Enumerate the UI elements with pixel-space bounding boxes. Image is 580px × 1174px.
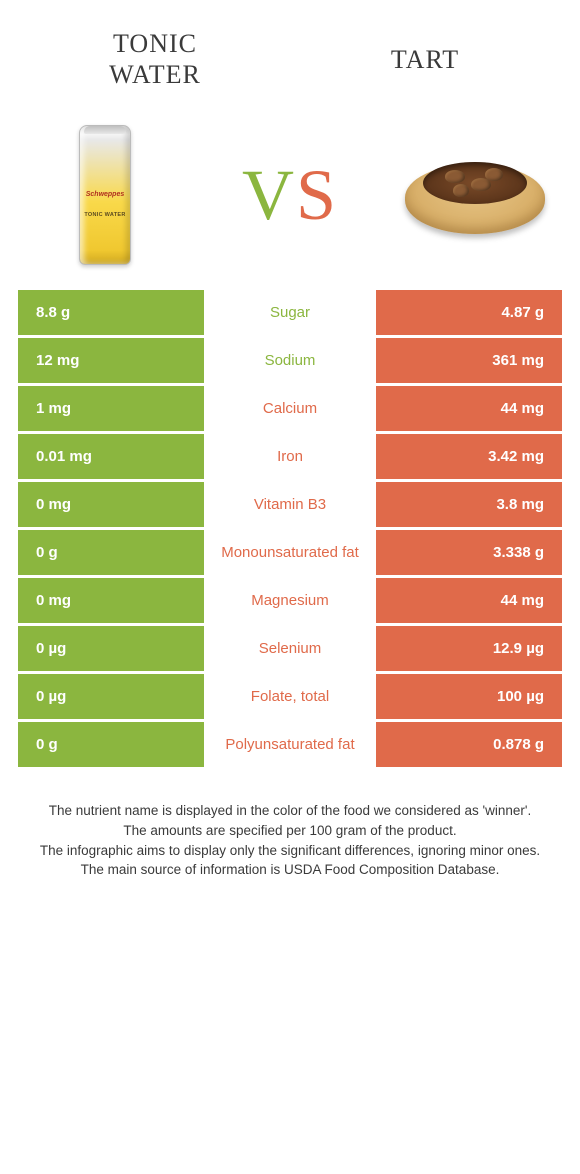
nutrient-name: Sodium <box>204 338 376 383</box>
left-value: 8.8 g <box>18 290 204 335</box>
right-value: 361 mg <box>376 338 562 383</box>
table-row: 0 µgFolate, total100 µg <box>18 674 562 719</box>
right-value: 44 mg <box>376 386 562 431</box>
nutrient-name: Folate, total <box>204 674 376 719</box>
table-row: 0 mgMagnesium44 mg <box>18 578 562 623</box>
header: Tonic water Tart <box>0 0 580 100</box>
table-row: 8.8 gSugar4.87 g <box>18 290 562 335</box>
footer-line: The infographic aims to display only the… <box>24 841 556 861</box>
vs-v: V <box>242 155 296 235</box>
nutrient-name: Calcium <box>204 386 376 431</box>
left-value: 0 µg <box>18 626 204 671</box>
right-value: 44 mg <box>376 578 562 623</box>
right-value: 100 µg <box>376 674 562 719</box>
tonic-water-icon: Schweppes TONIC WATER <box>30 120 180 270</box>
table-row: 0 µgSelenium12.9 µg <box>18 626 562 671</box>
left-value: 0 mg <box>18 578 204 623</box>
left-value: 0.01 mg <box>18 434 204 479</box>
footer-line: The amounts are specified per 100 gram o… <box>24 821 556 841</box>
table-row: 0 mgVitamin B33.8 mg <box>18 482 562 527</box>
nutrient-name: Polyunsaturated fat <box>204 722 376 767</box>
nutrient-name: Iron <box>204 434 376 479</box>
left-value: 12 mg <box>18 338 204 383</box>
left-value: 0 g <box>18 530 204 575</box>
right-value: 12.9 µg <box>376 626 562 671</box>
right-value: 3.338 g <box>376 530 562 575</box>
nutrient-name: Magnesium <box>204 578 376 623</box>
vs-s: S <box>296 155 338 235</box>
table-row: 0.01 mgIron3.42 mg <box>18 434 562 479</box>
vs-label: VS <box>242 154 338 237</box>
left-value: 0 g <box>18 722 204 767</box>
table-row: 1 mgCalcium44 mg <box>18 386 562 431</box>
nutrient-name: Selenium <box>204 626 376 671</box>
table-row: 0 gMonounsaturated fat3.338 g <box>18 530 562 575</box>
right-value: 3.42 mg <box>376 434 562 479</box>
footer-notes: The nutrient name is displayed in the co… <box>24 801 556 879</box>
left-value: 0 µg <box>18 674 204 719</box>
right-value: 0.878 g <box>376 722 562 767</box>
nutrient-name: Vitamin B3 <box>204 482 376 527</box>
right-value: 4.87 g <box>376 290 562 335</box>
nutrient-name: Monounsaturated fat <box>204 530 376 575</box>
right-food-title: Tart <box>325 44 525 75</box>
table-row: 12 mgSodium361 mg <box>18 338 562 383</box>
left-title-line1: Tonic <box>113 29 197 58</box>
comparison-table: 8.8 gSugar4.87 g12 mgSodium361 mg1 mgCal… <box>18 290 562 767</box>
images-row: Schweppes TONIC WATER VS <box>0 100 580 290</box>
left-value: 1 mg <box>18 386 204 431</box>
left-title-line2: water <box>109 60 201 89</box>
footer-line: The nutrient name is displayed in the co… <box>24 801 556 821</box>
left-food-title: Tonic water <box>55 28 255 90</box>
footer-line: The main source of information is USDA F… <box>24 860 556 880</box>
tart-icon <box>400 120 550 270</box>
right-value: 3.8 mg <box>376 482 562 527</box>
left-value: 0 mg <box>18 482 204 527</box>
table-row: 0 gPolyunsaturated fat0.878 g <box>18 722 562 767</box>
nutrient-name: Sugar <box>204 290 376 335</box>
